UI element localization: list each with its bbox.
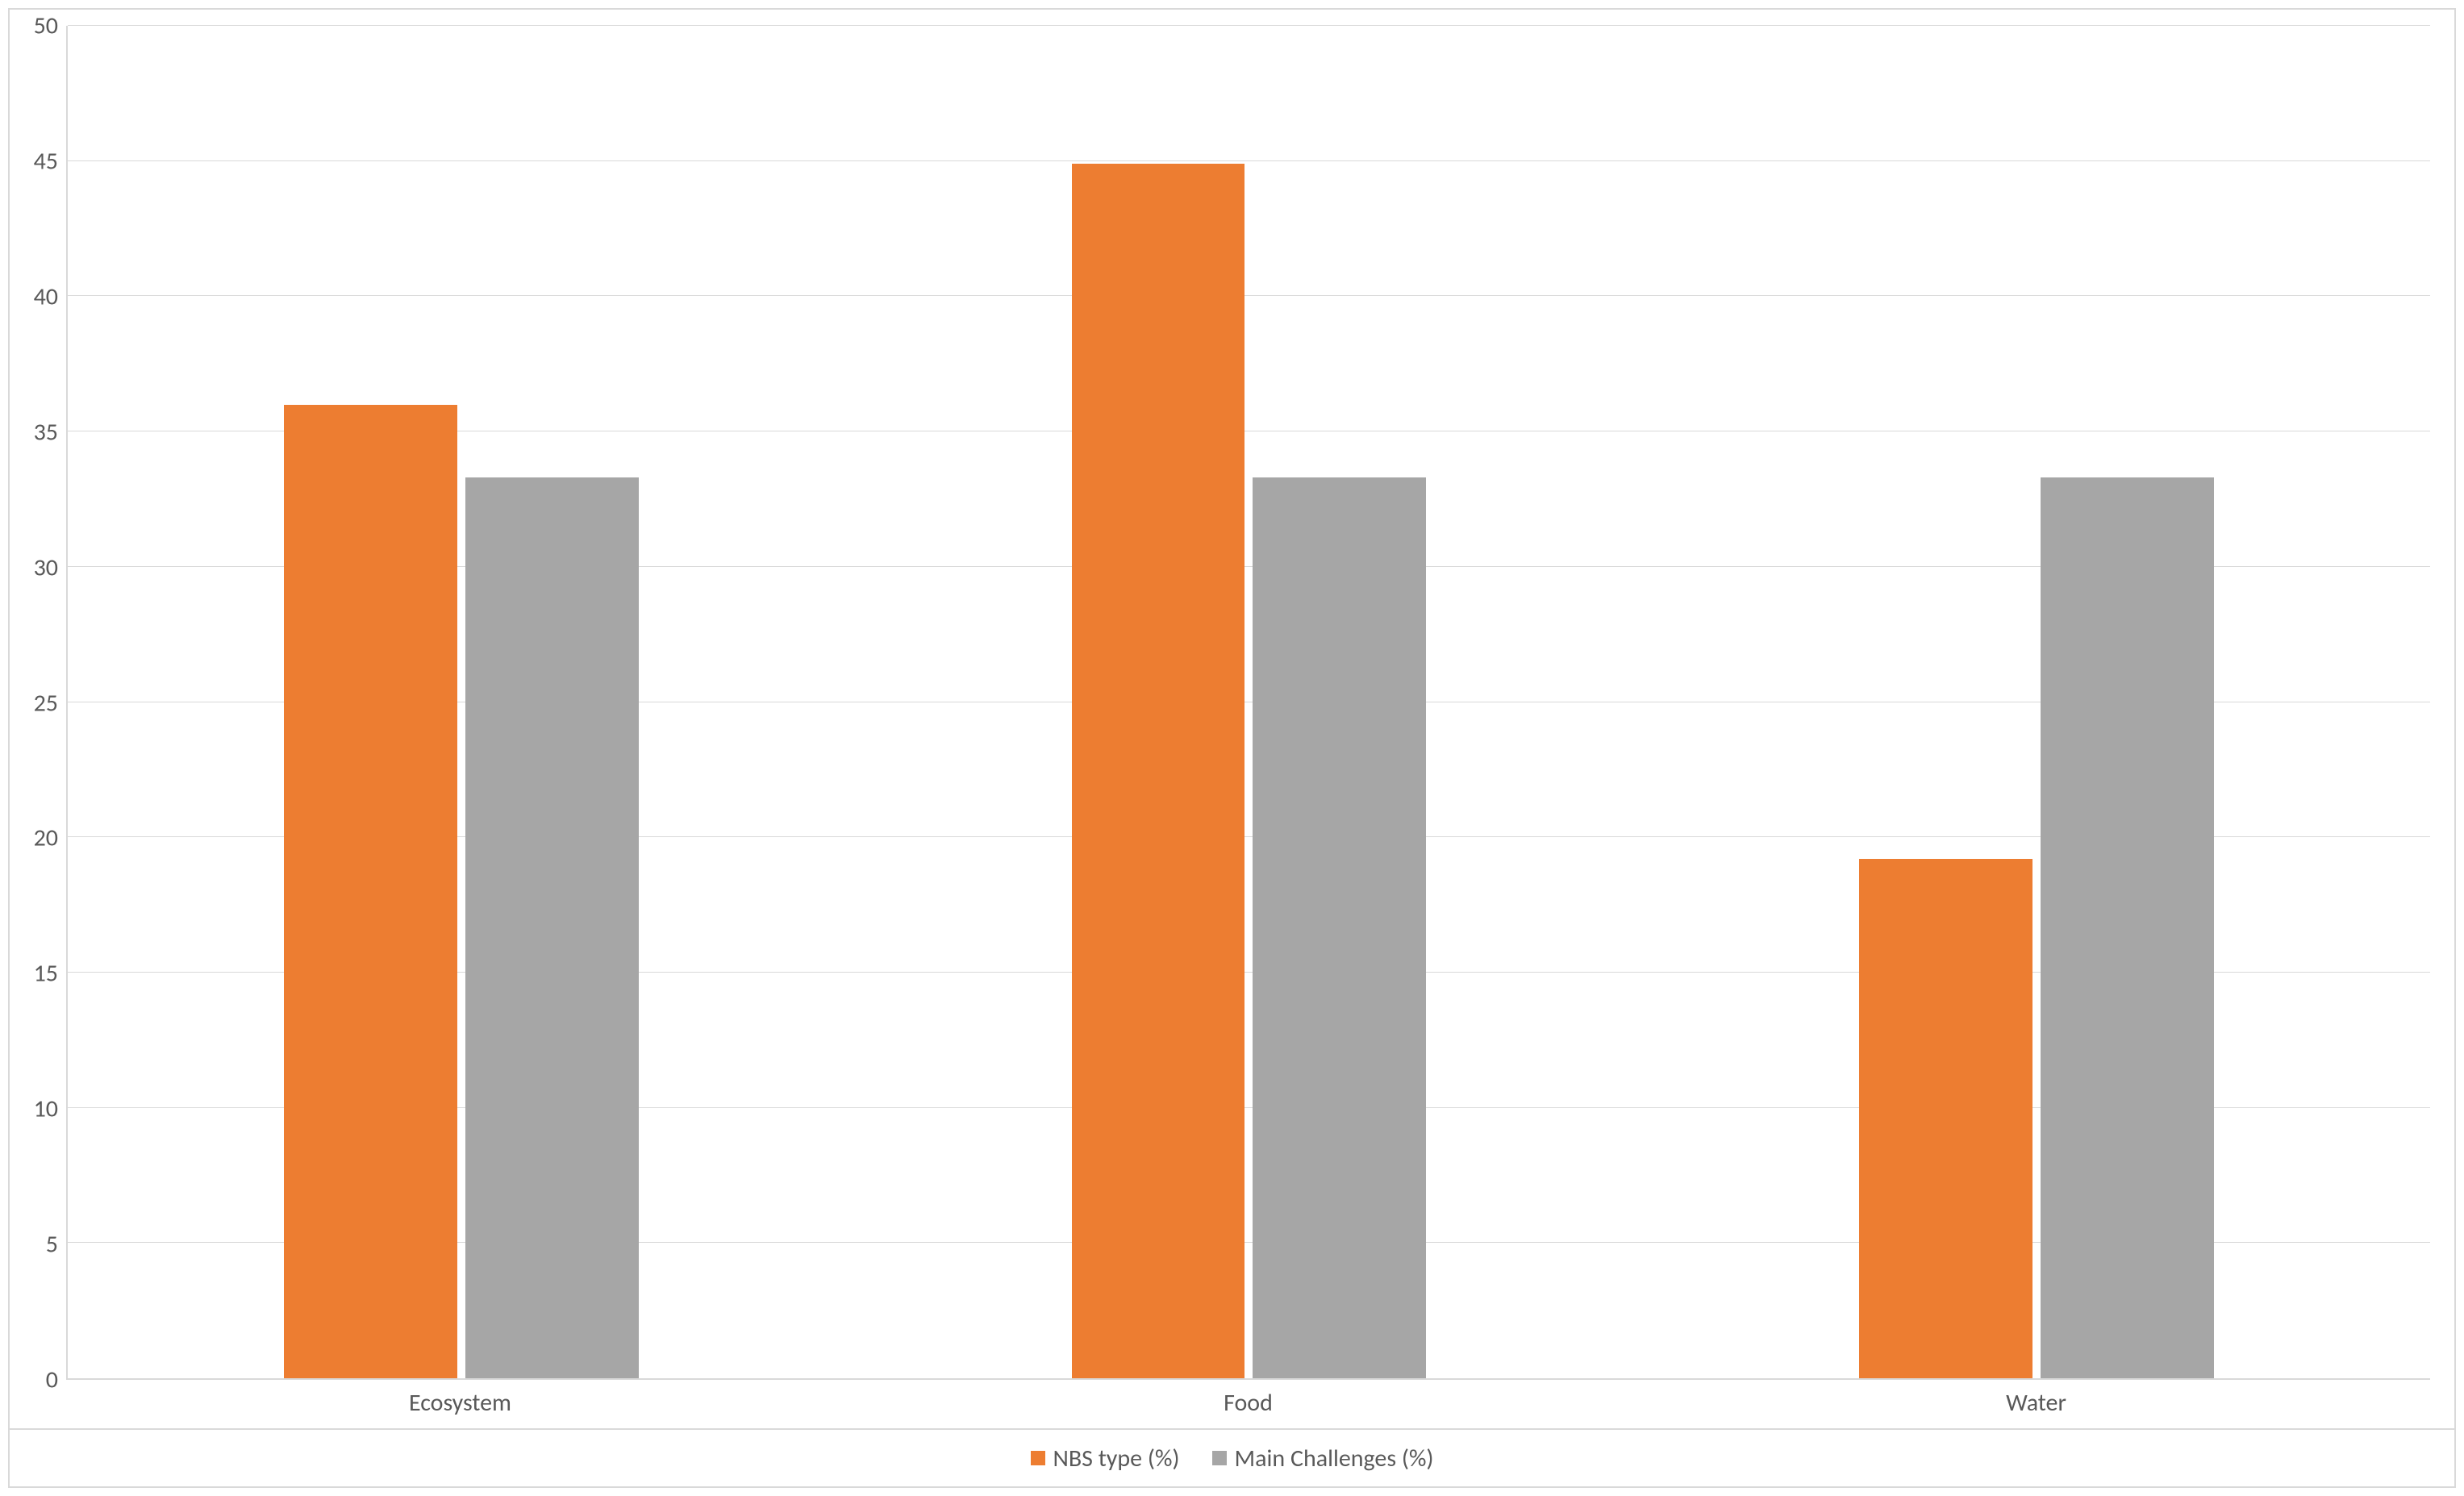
y-tick-label: 25 — [34, 688, 58, 718]
bars-layer — [68, 26, 2430, 1378]
x-axis-row: EcosystemFoodWater — [10, 1380, 2454, 1428]
bar-group — [855, 26, 1642, 1378]
legend-label: Main Challenges (%) — [1235, 1444, 1434, 1473]
bar — [1072, 164, 1245, 1378]
y-tick-label: 40 — [34, 281, 58, 311]
legend-swatch — [1212, 1451, 1227, 1465]
y-tick-label: 30 — [34, 552, 58, 582]
x-category-label: Water — [1642, 1380, 2430, 1428]
plot-area — [66, 26, 2430, 1380]
bar — [284, 405, 457, 1378]
bar — [465, 477, 639, 1378]
legend-swatch — [1031, 1451, 1045, 1465]
bar — [1859, 859, 2032, 1378]
x-category-label: Food — [854, 1380, 1642, 1428]
y-tick-label: 5 — [46, 1230, 58, 1260]
y-axis: 05101520253035404550 — [10, 26, 66, 1380]
chart-container: 05101520253035404550 EcosystemFoodWater … — [0, 0, 2464, 1496]
y-tick-label: 0 — [46, 1365, 58, 1395]
chart-border: 05101520253035404550 EcosystemFoodWater … — [8, 8, 2456, 1488]
legend-label: NBS type (%) — [1053, 1444, 1180, 1473]
bar — [1253, 477, 1426, 1378]
x-category-label: Ecosystem — [66, 1380, 854, 1428]
legend: NBS type (%) Main Challenges (%) — [10, 1428, 2454, 1486]
y-tick-label: 50 — [34, 11, 58, 41]
y-tick-label: 10 — [34, 1094, 58, 1124]
bar-group — [1643, 26, 2430, 1378]
bar — [2041, 477, 2214, 1378]
legend-item: NBS type (%) — [1031, 1444, 1180, 1473]
y-tick-label: 45 — [34, 146, 58, 176]
y-tick-label: 15 — [34, 959, 58, 989]
y-tick-label: 35 — [34, 417, 58, 447]
bar-group — [68, 26, 855, 1378]
x-axis: EcosystemFoodWater — [66, 1380, 2430, 1428]
legend-item: Main Challenges (%) — [1212, 1444, 1434, 1473]
plot-row: 05101520253035404550 — [10, 10, 2454, 1380]
y-tick-label: 20 — [34, 823, 58, 853]
